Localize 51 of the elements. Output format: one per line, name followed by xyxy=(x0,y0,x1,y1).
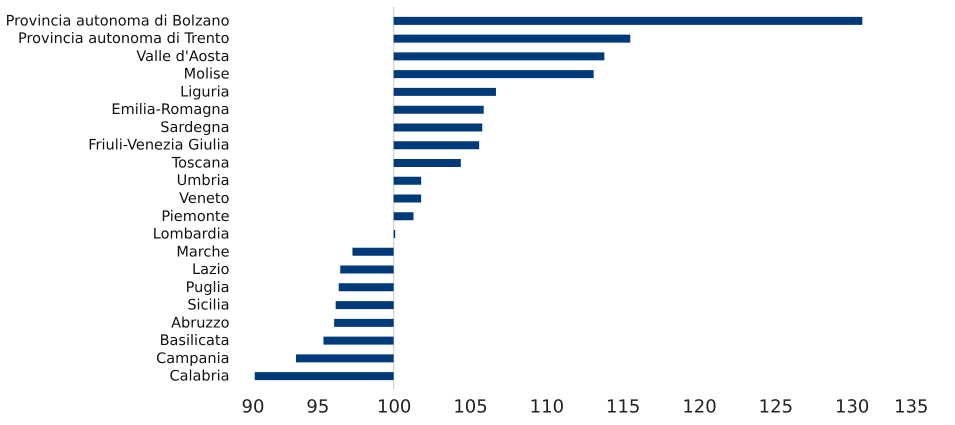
y-tick-label: Emilia-Romagna xyxy=(111,102,230,118)
y-tick-label: Puglia xyxy=(186,280,230,296)
y-tick-label: Veneto xyxy=(179,191,230,207)
bar xyxy=(394,123,482,132)
bar xyxy=(394,141,480,150)
bar xyxy=(352,248,394,256)
bar xyxy=(394,34,630,43)
y-tick-label: Liguria xyxy=(180,84,230,100)
bar xyxy=(394,16,862,25)
y-tick-label: Provincia autonoma di Trento xyxy=(18,31,230,48)
bar xyxy=(254,372,394,380)
bar xyxy=(394,88,496,96)
y-tick-label: Provincia autonoma di Bolzano xyxy=(6,13,230,30)
x-tick-label: 130 xyxy=(834,396,870,418)
y-tick-label: Molise xyxy=(184,66,230,83)
bar xyxy=(394,52,604,60)
bar xyxy=(296,354,394,362)
y-tick-label: Calabria xyxy=(169,368,230,385)
y-tick-label: Lombardia xyxy=(152,226,230,243)
bar xyxy=(394,194,422,202)
y-tick-label: Sardegna xyxy=(160,120,230,136)
y-tick-label: Abruzzo xyxy=(171,315,230,332)
x-tick-label: 110 xyxy=(530,396,564,418)
x-tick-label: 90 xyxy=(242,396,264,418)
bar xyxy=(394,176,422,185)
y-tick-label: Toscana xyxy=(170,155,230,172)
y-tick-label: Sicilia xyxy=(187,298,230,314)
x-tick-label: 100 xyxy=(376,396,412,418)
x-tick-label: 105 xyxy=(453,396,488,418)
bar xyxy=(336,301,394,310)
bar xyxy=(394,212,414,220)
x-tick-label: 125 xyxy=(758,396,794,418)
x-tick-label: 135 xyxy=(894,396,928,418)
x-tick-label: 120 xyxy=(682,396,717,418)
y-tick-label: Lazio xyxy=(192,262,230,278)
x-tick-label: 115 xyxy=(606,396,640,418)
bar xyxy=(394,106,484,114)
y-tick-label: Piemonte xyxy=(161,208,230,225)
y-tick-label: Basilicata xyxy=(160,333,230,350)
x-tick-label: 95 xyxy=(306,396,330,418)
y-tick-label: Umbria xyxy=(176,173,230,190)
bar xyxy=(334,318,394,327)
bar xyxy=(394,70,594,78)
y-tick-label: Marche xyxy=(176,244,230,260)
bar xyxy=(323,336,394,345)
bar xyxy=(394,158,461,167)
bar xyxy=(340,266,394,274)
y-tick-label: Friuli-Venezia Giulia xyxy=(88,138,230,154)
bar xyxy=(338,283,394,292)
y-tick-label: Valle d'Aosta xyxy=(136,48,230,65)
y-tick-label: Campania xyxy=(156,350,230,367)
